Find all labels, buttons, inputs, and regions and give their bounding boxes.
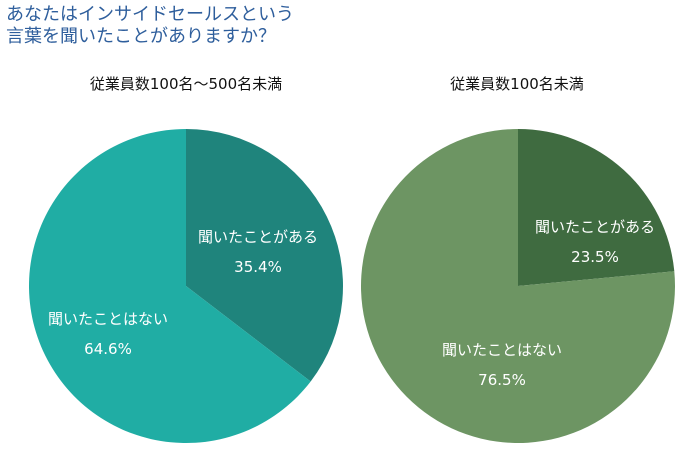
pie-left-slice-1-value: 64.6% [84,340,132,358]
pie-right-slice-1 [361,129,676,443]
pie-left-slice-1 [29,129,311,443]
chart-title: あなたはインサイドセールスという 言葉を聞いたことがありますか？ [6,4,426,48]
pie-right-slice-0-value: 23.5% [571,248,619,266]
pie-right-slice-0-label: 聞いたことがある [535,218,655,236]
pie-right-slice-0 [518,129,675,286]
pie-left-slice-0-value: 35.4% [234,258,282,276]
pie-chart-right: 聞いたことがある 23.5% 聞いたことはない 76.5% [361,129,676,443]
pie-title-right: 従業員数100名未満 [450,75,584,93]
pie-title-left: 従業員数100名～500名未満 [89,75,283,93]
pie-left-slice-0-label: 聞いたことがある [198,228,318,246]
pie-left-slice-1-label: 聞いたことはない [48,310,168,328]
pie-chart-left: 聞いたことがある 35.4% 聞いたことはない 64.6% [29,129,344,443]
pie-left-slice-0 [186,129,344,382]
pie-right-slice-1-label: 聞いたことはない [442,341,562,359]
chart-title-line-2: 言葉を聞いたことがありますか？ [6,26,276,47]
chart-title-line-1: あなたはインサイドセールスという [6,4,294,25]
pie-right-slice-1-value: 76.5% [478,371,526,389]
